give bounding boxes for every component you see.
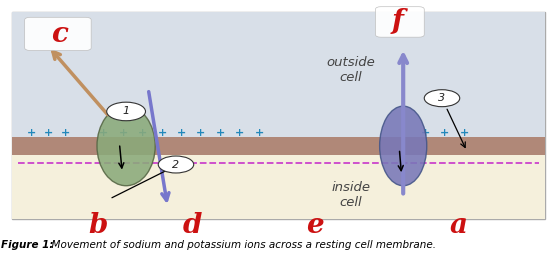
Circle shape xyxy=(158,156,194,173)
Text: Movement of sodium and potassium ions across a resting cell membrane.: Movement of sodium and potassium ions ac… xyxy=(45,240,436,250)
FancyBboxPatch shape xyxy=(375,7,424,37)
Text: +: + xyxy=(138,128,148,138)
Text: b: b xyxy=(89,212,108,239)
Text: +: + xyxy=(421,128,430,138)
Text: +: + xyxy=(460,128,469,138)
Text: +: + xyxy=(61,128,70,138)
Text: +: + xyxy=(440,128,449,138)
Text: +: + xyxy=(255,128,263,138)
Text: +: + xyxy=(177,128,186,138)
Text: 3: 3 xyxy=(438,93,446,103)
Bar xyxy=(12,12,545,219)
Text: a: a xyxy=(449,212,468,239)
Text: +: + xyxy=(44,128,53,138)
Text: Figure 1:: Figure 1: xyxy=(1,240,54,250)
Text: inside
cell: inside cell xyxy=(331,181,370,209)
Text: +: + xyxy=(158,128,167,138)
Text: +: + xyxy=(99,128,109,138)
Text: e: e xyxy=(306,212,323,239)
Text: +: + xyxy=(119,128,128,138)
Bar xyxy=(12,12,545,137)
Text: 2: 2 xyxy=(173,159,179,169)
Ellipse shape xyxy=(97,106,155,186)
Ellipse shape xyxy=(380,106,427,186)
Bar xyxy=(12,155,545,219)
Text: 1: 1 xyxy=(123,106,130,117)
Text: +: + xyxy=(27,128,37,138)
Circle shape xyxy=(107,102,145,121)
Text: d: d xyxy=(183,212,202,239)
Text: +: + xyxy=(216,128,225,138)
Text: +: + xyxy=(196,128,206,138)
Text: outside
cell: outside cell xyxy=(326,56,375,84)
Text: +: + xyxy=(235,128,245,138)
Text: c: c xyxy=(51,21,68,48)
Bar xyxy=(12,137,545,155)
Text: f: f xyxy=(392,8,404,35)
FancyBboxPatch shape xyxy=(25,17,91,50)
Circle shape xyxy=(424,90,460,107)
